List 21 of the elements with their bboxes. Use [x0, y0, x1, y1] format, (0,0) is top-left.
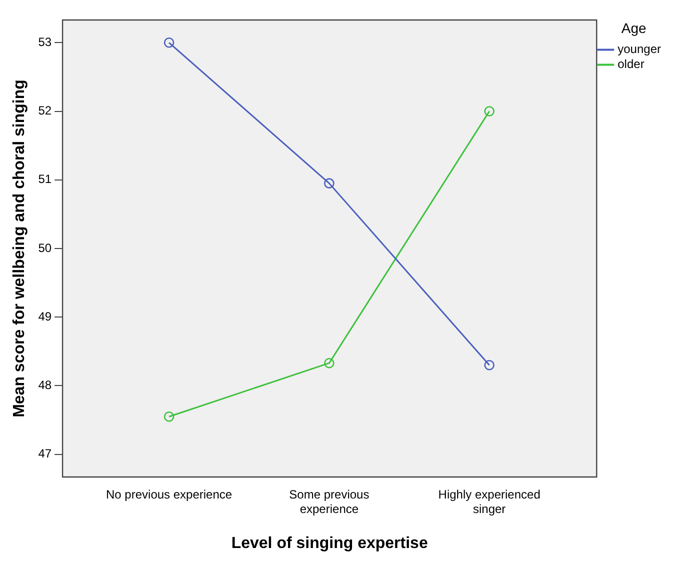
y-tick-label: 51 [38, 172, 52, 186]
legend-label: younger [618, 42, 662, 56]
point [164, 411, 174, 422]
point [484, 360, 494, 370]
x-axis-title: Level of singing expertise [231, 534, 428, 552]
y-tick-label: 49 [38, 309, 52, 324]
x-tick-label: Highly experienced singer [438, 488, 540, 516]
x-tick-label: No previous experience [106, 488, 232, 502]
y-tick-label: 47 [38, 446, 52, 461]
y-tick-label: 53 [38, 34, 52, 49]
x-tick-label: Some previous experience [289, 488, 370, 516]
y-tick-label: 48 [38, 378, 52, 392]
point [324, 178, 334, 188]
y-axis-title: Mean score for wellbeing and choral singing [11, 80, 28, 418]
y-tick-label: 52 [38, 104, 52, 118]
y-tick-label: 50 [38, 240, 52, 255]
legend-label: older [618, 57, 644, 72]
point [164, 37, 174, 48]
point [484, 106, 494, 116]
point [324, 358, 334, 368]
legend-title: Age [621, 20, 646, 36]
